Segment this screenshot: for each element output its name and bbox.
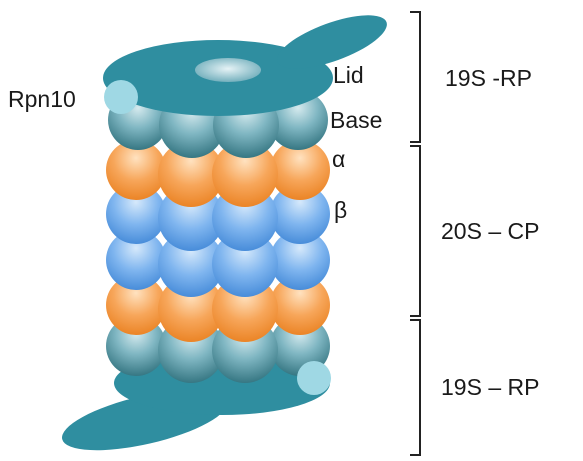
bracket-top [410,11,421,143]
bracket-label-19s-bottom: 19S – RP [441,374,539,400]
label-base: Base [330,107,382,133]
label-rpn10: Rpn10 [8,86,76,112]
label-alpha: α [332,146,345,172]
bracket-label-20s: 20S – CP [441,218,539,244]
beta-ring-bottom [106,230,330,297]
bracket-middle [410,145,421,317]
top-19s-lid [103,15,387,116]
rpn10-bottom-dot [297,361,331,395]
rpn10-top-dot [104,80,138,114]
lid-pore [195,58,261,82]
label-beta: β [334,197,347,223]
alpha-ring-top [106,140,330,207]
label-lid: Lid [333,62,364,88]
bracket-bottom [410,319,421,456]
bracket-label-19s-top: 19S -RP [445,65,532,91]
